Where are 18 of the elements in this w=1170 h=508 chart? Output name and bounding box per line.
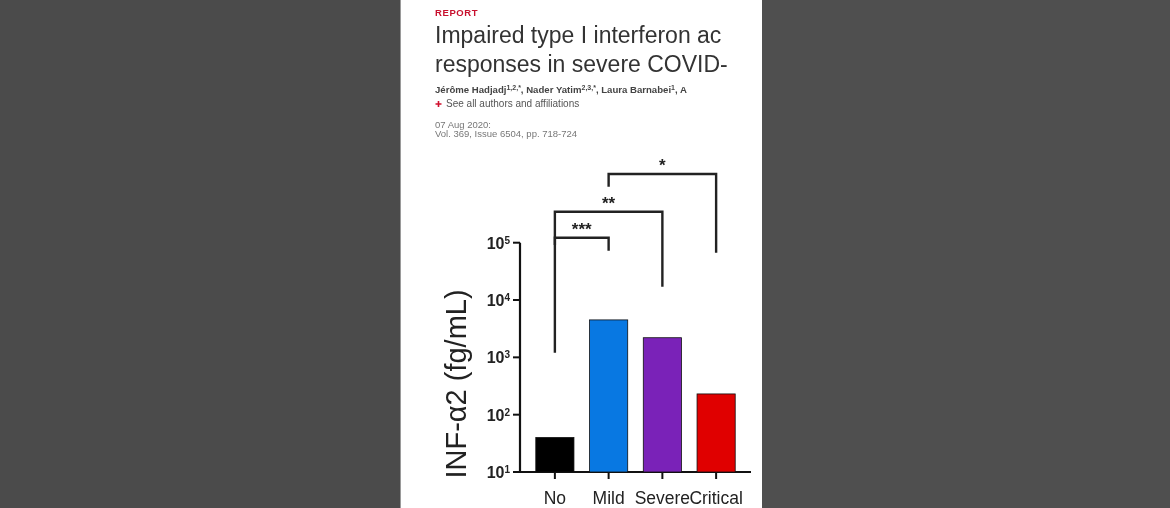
text: *	[659, 156, 667, 175]
chart-subtitle: REPORT	[435, 7, 479, 18]
y-tick-label: 10$^{1}$	[486, 463, 511, 481]
x-tick-label: No	[543, 488, 567, 508]
y-tick-label: 10$^{4}$	[486, 291, 511, 310]
text: 07 Aug 2020:	[435, 119, 491, 130]
x-tick-label: Mild	[592, 488, 625, 508]
y-axis-title: INF-α2 (fg/mL)	[440, 289, 472, 479]
x-tick-label: Critical	[689, 488, 743, 508]
y-tick-label: 10$^{3}$	[486, 348, 511, 367]
text: Jérôme Hadjadj$^{1,2,*}$, Nader Yatim$^{2,3,*}$, Laura Barnabei$^{1}$, A	[435, 83, 687, 95]
chart-title: Impaired type I interferon ac responses in severe COVID-	[435, 22, 728, 77]
text: **	[602, 194, 616, 213]
x-tick-label: Severe	[634, 488, 691, 508]
text: See all authors and affiliations	[446, 98, 580, 109]
y-tick-label: 10$^{5}$	[486, 234, 511, 252]
y-tick-label: 10$^{2}$	[486, 406, 511, 424]
text: ***	[571, 220, 593, 239]
